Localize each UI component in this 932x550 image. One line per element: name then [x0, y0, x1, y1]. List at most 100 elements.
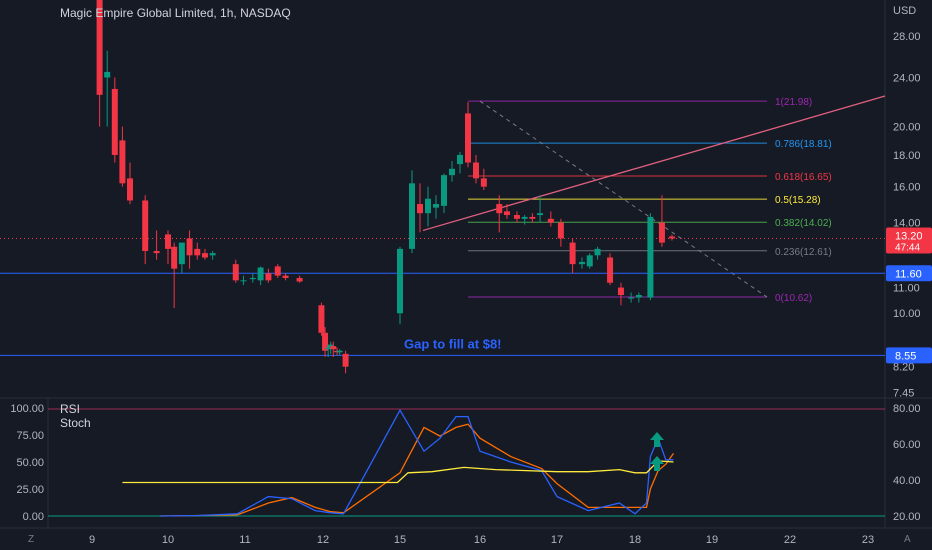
- candle-body: [658, 222, 665, 243]
- price-tick-label: 24.00: [893, 72, 921, 84]
- stoch-tick-label: 0.00: [23, 511, 44, 523]
- candle: [635, 292, 642, 303]
- candle-body: [274, 266, 281, 276]
- time-tick-label: 15: [394, 534, 406, 546]
- candle-body: [594, 248, 601, 256]
- candle: [441, 173, 447, 214]
- rsi-tick-label: 20.00: [893, 511, 921, 523]
- candle: [104, 50, 111, 127]
- candle-body: [473, 162, 479, 179]
- candle: [480, 168, 487, 191]
- time-tick-label: 19: [706, 534, 718, 546]
- rsi-tick-label: 60.00: [893, 439, 921, 451]
- candle-body: [296, 277, 303, 282]
- candle-body: [232, 264, 239, 281]
- candle-body: [127, 178, 133, 201]
- rsi-label: RSI: [60, 402, 81, 416]
- fib-level-label: 0.236(12.61): [775, 247, 832, 258]
- candle-body: [342, 353, 349, 367]
- candle-body: [668, 236, 675, 239]
- countdown-label: 47:44: [895, 242, 920, 253]
- candle-body: [547, 218, 554, 223]
- candle: [186, 230, 193, 269]
- currency-label: USD: [893, 5, 916, 17]
- candle-body: [617, 287, 624, 296]
- chart-title: Magic Empire Global Limited, 1h, NASDAQ: [60, 6, 291, 20]
- candle: [397, 246, 403, 325]
- candle: [409, 170, 415, 254]
- price-tick-label: 16.00: [893, 182, 921, 194]
- candle-body: [529, 216, 536, 219]
- time-tick-label: 17: [551, 534, 563, 546]
- candle: [529, 213, 536, 223]
- time-tick-label: 11: [239, 534, 250, 546]
- candle-body: [457, 154, 463, 165]
- candle-body: [209, 253, 216, 256]
- candle-body: [397, 248, 403, 314]
- level-price-tag: [886, 347, 932, 364]
- candle: [433, 195, 439, 219]
- candle-body: [336, 350, 343, 353]
- candle: [282, 273, 289, 281]
- stoch-d-line: [160, 423, 675, 517]
- candle-body: [257, 267, 264, 281]
- level-price-label: 11.60: [895, 268, 922, 280]
- candle-body: [325, 347, 332, 350]
- candle-body: [425, 198, 431, 214]
- price-tick-label: 28.00: [893, 31, 921, 43]
- zoom-reset-button[interactable]: Z: [28, 534, 35, 545]
- candle-body: [282, 275, 289, 278]
- candle: [647, 213, 654, 301]
- candle: [318, 302, 325, 336]
- candle: [594, 246, 601, 260]
- candle-body: [521, 216, 528, 219]
- fib-level-label: 0.786(18.81): [775, 139, 832, 150]
- candle-body: [104, 71, 111, 78]
- candle-body: [607, 257, 614, 283]
- candle-body: [186, 238, 193, 256]
- candle-body: [496, 204, 503, 214]
- candle-body: [586, 255, 593, 267]
- candle-body: [265, 273, 272, 281]
- price-tick-label: 8.20: [893, 362, 914, 374]
- auto-scale-button[interactable]: A: [904, 534, 911, 545]
- candle: [274, 264, 281, 278]
- candle: [209, 251, 216, 260]
- candle: [513, 211, 520, 223]
- candle-body: [433, 204, 439, 208]
- candle: [578, 257, 585, 269]
- candle: [257, 266, 264, 286]
- gap-annotation: Gap to fill at $8!: [404, 336, 502, 351]
- price-tick-label: 14.00: [893, 218, 921, 230]
- candle-body: [417, 204, 423, 214]
- candle: [232, 259, 239, 283]
- price-tick-label: 20.00: [893, 122, 921, 134]
- price-tick-label: 11.00: [893, 283, 920, 295]
- price-tick-label: 10.00: [893, 308, 921, 320]
- rsi-tick-label: 40.00: [893, 475, 921, 487]
- candle-body: [322, 332, 329, 351]
- candle-body: [409, 183, 415, 249]
- time-tick-label: 18: [629, 534, 641, 546]
- time-tick-label: 9: [89, 534, 95, 546]
- candle-body: [557, 222, 564, 239]
- candle: [296, 275, 303, 283]
- up-arrow-icon: [650, 432, 664, 447]
- candle: [322, 327, 329, 358]
- candle: [119, 126, 126, 187]
- candle-body: [111, 88, 118, 155]
- candle: [330, 341, 337, 358]
- candle-body: [537, 213, 544, 216]
- candle: [153, 230, 160, 260]
- candle-body: [465, 113, 471, 163]
- candle: [547, 211, 554, 227]
- candle: [265, 268, 272, 283]
- candle-body: [569, 242, 576, 265]
- candle: [496, 195, 503, 233]
- stoch-label: Stoch: [60, 416, 91, 430]
- candle: [607, 253, 614, 286]
- candle-body: [513, 215, 520, 219]
- fib-level-label: 0.382(14.02): [775, 218, 832, 229]
